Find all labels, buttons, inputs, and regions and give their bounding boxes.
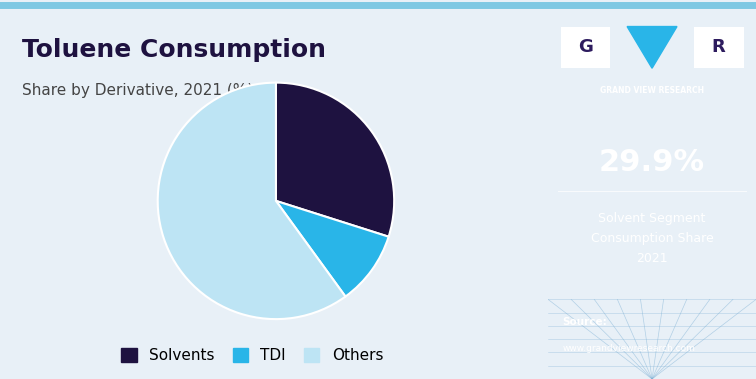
Text: www.grandviewresearch.com: www.grandviewresearch.com <box>562 344 696 353</box>
Wedge shape <box>276 83 394 237</box>
Text: Source:: Source: <box>562 317 607 327</box>
Text: G: G <box>578 38 593 56</box>
Legend: Solvents, TDI, Others: Solvents, TDI, Others <box>113 340 391 371</box>
Text: Share by Derivative, 2021 (%): Share by Derivative, 2021 (%) <box>22 83 253 99</box>
Text: GRAND VIEW RESEARCH: GRAND VIEW RESEARCH <box>600 86 704 96</box>
Wedge shape <box>158 83 345 319</box>
FancyBboxPatch shape <box>561 27 611 68</box>
Polygon shape <box>627 27 677 68</box>
Text: R: R <box>711 38 726 56</box>
Text: 29.9%: 29.9% <box>599 149 705 177</box>
Text: Solvent Segment
Consumption Share
2021: Solvent Segment Consumption Share 2021 <box>590 212 714 265</box>
Text: Toluene Consumption: Toluene Consumption <box>22 38 326 62</box>
Wedge shape <box>276 201 389 296</box>
FancyBboxPatch shape <box>694 27 743 68</box>
